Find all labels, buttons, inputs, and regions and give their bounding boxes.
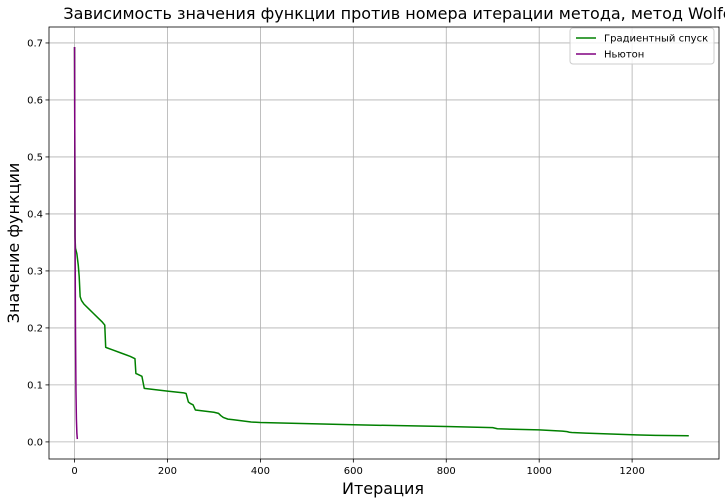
y-tick-label: 0.0 <box>27 437 43 448</box>
y-tick-label: 0.4 <box>27 209 43 220</box>
x-tick-label: 1200 <box>619 466 644 477</box>
legend-box <box>569 27 715 65</box>
grid <box>49 27 719 459</box>
newton-line <box>73 46 79 440</box>
legend-label-gradient: Градиентный спуск <box>604 34 708 45</box>
y-tick-label: 0.7 <box>27 38 43 49</box>
gradient-descent-line <box>73 46 689 437</box>
x-tick-label: 400 <box>251 466 270 477</box>
y-tick-label: 0.3 <box>27 266 43 277</box>
legend: Градиентный спуск Ньютон <box>569 27 715 65</box>
x-tick-label: 800 <box>437 466 456 477</box>
y-axis-label: Значение функции <box>4 163 23 324</box>
x-tick-label: 200 <box>158 466 177 477</box>
x-axis-ticks: 0 200 400 600 800 1000 1200 <box>71 459 645 477</box>
y-tick-label: 0.6 <box>27 95 43 106</box>
chart-title: Зависимость значения функции против номе… <box>63 4 725 23</box>
y-axis-ticks: 0.0 0.1 0.2 0.3 0.4 0.5 0.6 0.7 <box>27 38 49 448</box>
y-tick-label: 0.2 <box>27 323 43 334</box>
x-tick-label: 0 <box>71 466 77 477</box>
x-tick-label: 1000 <box>526 466 551 477</box>
x-axis-label: Итерация <box>342 479 424 498</box>
y-tick-label: 0.1 <box>27 380 43 391</box>
y-tick-label: 0.5 <box>27 152 43 163</box>
series-layer <box>73 46 689 440</box>
legend-label-newton: Ньютон <box>604 50 644 61</box>
plot-frame <box>48 26 720 460</box>
x-tick-label: 600 <box>344 466 363 477</box>
